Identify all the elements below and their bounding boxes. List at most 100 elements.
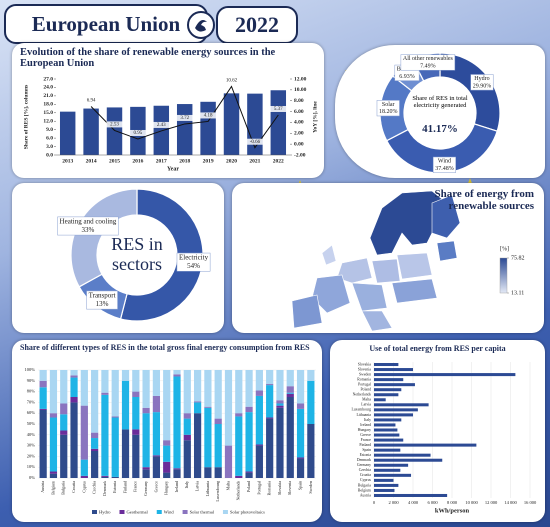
y2-tick-label: 4.00 [294, 120, 304, 126]
panel-percapita: 0 2 000 4 000 6 000 8 000 10 000 12 000 14 000 1… [330, 340, 545, 522]
bar-segment [245, 370, 253, 407]
y-tick-label: Italy [364, 418, 371, 422]
bar [374, 493, 448, 497]
bar-segment [121, 370, 130, 381]
bar-segment [307, 424, 315, 478]
bar-segment [163, 445, 171, 462]
bar-segment [91, 438, 99, 449]
data-label: 4.18 [204, 114, 213, 119]
x-tick-label: 10 000 [465, 500, 478, 505]
bar-segment [276, 400, 284, 404]
y-tick-label: Finland [359, 443, 371, 447]
bar [374, 438, 404, 442]
bar [374, 408, 418, 412]
slice [70, 188, 138, 288]
chart: 0.0 3.0 6.0 9.0 12.0 15.0 18.0 21.0 24.0 27.0 -2.0… [23, 76, 318, 172]
y-tick-label: 100% [25, 367, 36, 372]
y-tick-label: Austria [360, 493, 371, 497]
y-tick-label: 21.0 [43, 93, 53, 99]
y-tick-label: 0.0 [46, 152, 53, 158]
bar-segment [173, 468, 181, 470]
x-tick-label: Spain [297, 481, 302, 490]
x-tick-label: Portugal [256, 480, 261, 494]
x-tick-label: 2018 [179, 158, 190, 164]
bar-segment [286, 397, 294, 478]
logo [187, 11, 215, 39]
slice-label: Electricity [179, 254, 209, 262]
y-tick-label: Portugal [358, 383, 371, 387]
x-tick-label: Italy [184, 481, 189, 488]
bar-segment [266, 418, 274, 478]
y-tick-label: 27.0 [43, 76, 53, 82]
bar-segment [91, 451, 99, 478]
y-tick-label: France [361, 438, 372, 442]
bar-segment [121, 429, 130, 478]
bar [374, 453, 431, 457]
bar [374, 398, 386, 402]
header-title-box: European Union [4, 4, 208, 44]
bar [374, 458, 443, 462]
data-label-bg [223, 77, 240, 84]
y-tick-label: Luxembourg [351, 408, 371, 412]
bar-segment [266, 384, 274, 386]
bar-segment [173, 376, 181, 469]
bar-segment [204, 467, 212, 478]
x-tick-label: Sweden [308, 481, 313, 494]
data-label: 5.37 [274, 107, 283, 112]
x-tick-label: 12 000 [485, 500, 498, 505]
bar-segment [49, 370, 58, 414]
data-label-bg [176, 114, 193, 121]
x-tick-label: Finland [122, 481, 127, 493]
y-tick-label: 18.0 [43, 102, 53, 108]
label-bg [176, 252, 211, 272]
bar-segment [70, 377, 78, 397]
data-label: 3.72 [180, 116, 189, 121]
y-tick-label: 80% [27, 389, 36, 394]
bar-segment [296, 458, 305, 478]
x-tick-label: Ireland [174, 481, 179, 492]
bar-segment [142, 467, 150, 470]
bar-segment [266, 385, 274, 418]
bar-segment [183, 418, 191, 435]
data-label-bg [200, 112, 217, 119]
y-tick-label: Croatia [360, 473, 371, 477]
bar-segment [70, 370, 78, 376]
slice-value: 54% [187, 262, 200, 270]
y2-tick-label: 6.00 [294, 109, 304, 115]
y2-tick-label: 2.00 [294, 131, 304, 137]
bar [374, 373, 516, 377]
x-tick-label: 8 000 [447, 500, 458, 505]
bar-segment [307, 380, 315, 424]
line [90, 85, 279, 149]
x-tick-label: 14 000 [504, 500, 517, 505]
bar-segment [296, 408, 305, 458]
bar-segment [101, 392, 109, 395]
label-bg [470, 74, 494, 91]
x-tick-label: 2020 [226, 158, 237, 164]
bar-segment [60, 414, 68, 431]
y-tick-label: Latvia [361, 403, 371, 407]
x-tick-label: Netherlands [236, 481, 241, 501]
legend-label: Hydro [99, 510, 111, 515]
bar-segment [276, 407, 284, 478]
map-title: Share of energy from renewable sources [434, 188, 535, 212]
bar-segment [60, 370, 68, 404]
bar-segment [132, 434, 140, 478]
x-tick-label: Czechia [92, 481, 97, 494]
bar-segment [111, 370, 119, 417]
x-tick-label: Poland [246, 481, 251, 492]
y-axis-title: Share of RES [%], columns [23, 85, 29, 150]
bar [106, 107, 123, 155]
slice-value: 7.49% [420, 63, 436, 69]
bar-segment [39, 387, 47, 409]
bar-segment [142, 370, 150, 408]
bar-segment [204, 407, 212, 468]
data-label-bg [106, 121, 123, 128]
x-tick-label: 2016 [132, 158, 143, 164]
bar [223, 93, 240, 155]
y-tick-label: Romania [357, 378, 371, 382]
slice-value: 18.20% [379, 109, 398, 115]
bar-segment [214, 467, 222, 478]
